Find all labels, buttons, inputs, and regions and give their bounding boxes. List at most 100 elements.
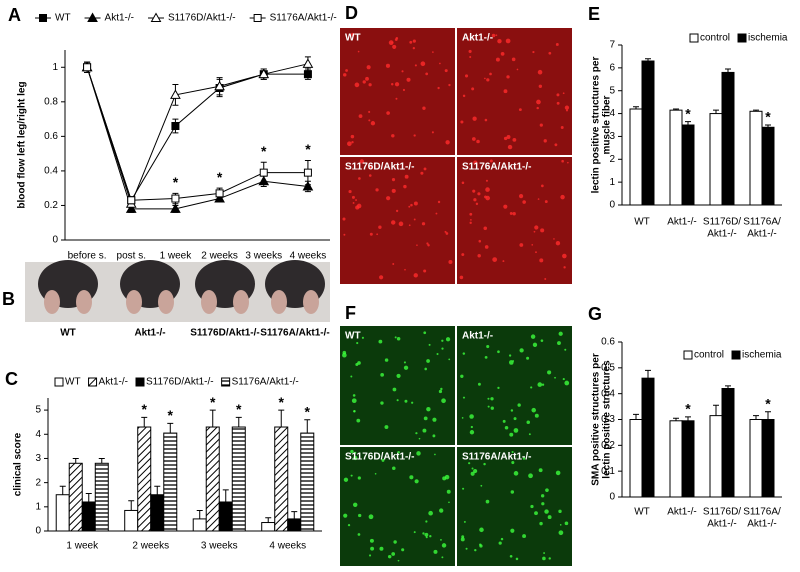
stain-dot: [541, 383, 545, 386]
stain-dot: [547, 515, 552, 520]
stain-dot: [401, 70, 404, 73]
error-bar: [753, 415, 759, 420]
error-bar: [685, 416, 691, 421]
y-tick-label: 0.4: [601, 388, 615, 399]
legend-label: ischemia: [742, 350, 782, 361]
stain-dot: [526, 420, 531, 424]
stain-dot: [530, 504, 534, 509]
mouse-leg: [158, 290, 174, 314]
stain-dot: [468, 462, 471, 465]
stain-dot: [543, 552, 546, 554]
stain-dot: [440, 387, 443, 391]
stain-dot: [392, 44, 397, 49]
stain-dot: [539, 521, 543, 526]
stain-dot: [353, 455, 358, 461]
stain-dot: [342, 217, 346, 221]
bar: [669, 420, 683, 498]
significance-marker: *: [305, 403, 311, 419]
panel-label: B: [2, 289, 15, 309]
stain-dot: [441, 556, 444, 559]
significance-marker: *: [168, 407, 174, 423]
image-caption: WT: [345, 33, 361, 44]
stain-dot: [357, 361, 361, 365]
stain-dot: [564, 105, 570, 110]
legend-swatch: [731, 350, 741, 360]
stain-dot: [425, 520, 428, 523]
stain-dot: [485, 195, 490, 201]
y-tick-label: 0.1: [601, 466, 615, 477]
stain-dot: [536, 106, 539, 110]
stain-dot: [517, 403, 521, 407]
y-tick-label: 0.6: [601, 337, 615, 348]
stain-dot: [408, 205, 411, 208]
stain-dot: [528, 473, 533, 479]
error-bar: [278, 409, 285, 428]
stain-dot: [412, 39, 416, 43]
stain-dot: [534, 225, 539, 230]
stain-dot: [469, 221, 472, 225]
stain-dot: [380, 372, 385, 377]
stain-dot: [461, 181, 465, 185]
stain-dot: [518, 194, 524, 199]
stain-dot: [409, 475, 414, 480]
y-tick-label: 0.4: [44, 166, 58, 177]
significance-marker: *: [210, 394, 216, 410]
stain-dot: [485, 179, 488, 182]
y-tick-label: 0: [609, 492, 615, 503]
error-bar: [59, 485, 66, 495]
micrograph: [340, 326, 455, 445]
stain-dot: [502, 260, 505, 263]
stain-dot: [404, 174, 409, 179]
stain-dot: [376, 233, 379, 236]
stain-dot: [413, 273, 418, 278]
stain-dot: [531, 244, 534, 246]
stain-dot: [348, 189, 352, 194]
stain-dot: [358, 177, 361, 180]
y-tick-label: 4: [35, 429, 41, 440]
data-point: [171, 122, 180, 130]
stain-dot: [535, 251, 537, 254]
image-panel: D WT Akt1-/- S1176D/Akt1-/- S1176A/Akt1-/-: [340, 3, 572, 284]
bar: [669, 109, 683, 206]
stain-dot: [414, 64, 417, 67]
stain-dot: [537, 69, 543, 75]
x-tick-label: S1176A/: [743, 507, 781, 518]
stain-dot: [516, 68, 519, 71]
stain-dot: [441, 398, 446, 404]
stain-dot: [558, 530, 564, 536]
y-tick-label: 0: [609, 200, 615, 211]
error-bar: [713, 109, 719, 114]
stain-dot: [352, 502, 358, 508]
stain-dot: [544, 277, 547, 280]
x-tick-label: Akt1-/-: [667, 217, 696, 228]
stain-dot: [356, 341, 359, 345]
stain-dot: [422, 106, 426, 110]
micrograph: [340, 28, 455, 155]
stain-dot: [370, 546, 375, 551]
stain-dot: [359, 159, 365, 164]
stain-dot: [502, 419, 506, 423]
stain-dot: [396, 336, 401, 341]
stain-dot: [439, 62, 441, 65]
stain-dot: [472, 137, 476, 141]
stain-dot: [558, 509, 562, 514]
stain-dot: [425, 536, 428, 539]
stain-dot: [537, 198, 540, 200]
stain-dot: [351, 195, 355, 199]
panel-label: F: [345, 303, 356, 323]
series-line: [86, 63, 309, 206]
stain-dot: [487, 405, 490, 408]
x-tick-label: 3 weeks: [201, 541, 238, 552]
stain-dot: [402, 88, 406, 92]
stain-dot: [424, 532, 429, 537]
stain-dot: [513, 471, 519, 476]
y-tick-label: 3: [35, 453, 41, 464]
stain-dot: [541, 502, 545, 506]
stain-dot: [469, 414, 474, 419]
stain-dot: [353, 409, 356, 413]
bar: [721, 71, 735, 206]
stain-dot: [394, 38, 398, 41]
x-tick-label: 1 week: [160, 251, 193, 262]
stain-dot: [477, 382, 481, 386]
